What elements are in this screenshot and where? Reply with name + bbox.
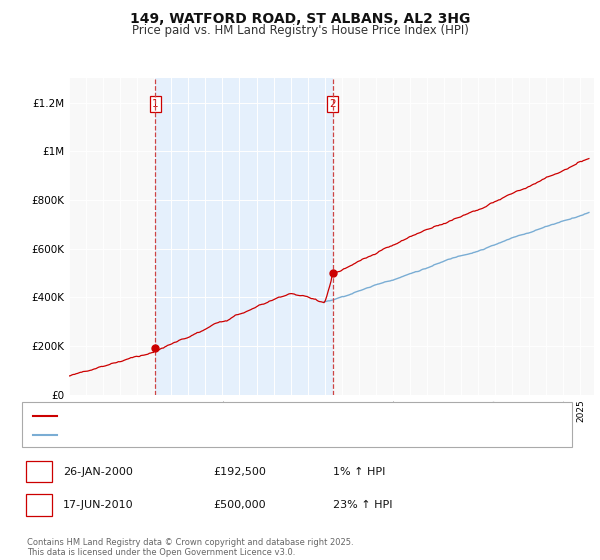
Text: 149, WATFORD ROAD, ST ALBANS, AL2 3HG: 149, WATFORD ROAD, ST ALBANS, AL2 3HG <box>130 12 470 26</box>
Text: £500,000: £500,000 <box>213 500 266 510</box>
Text: £192,500: £192,500 <box>213 466 266 477</box>
Bar <box>155 78 332 395</box>
Text: 1: 1 <box>152 99 159 109</box>
Text: HPI: Average price, semi-detached house, St Albans: HPI: Average price, semi-detached house,… <box>63 430 317 440</box>
Text: Price paid vs. HM Land Registry's House Price Index (HPI): Price paid vs. HM Land Registry's House … <box>131 24 469 36</box>
Text: 17-JUN-2010: 17-JUN-2010 <box>63 500 134 510</box>
Text: 26-JAN-2000: 26-JAN-2000 <box>63 466 133 477</box>
Text: Contains HM Land Registry data © Crown copyright and database right 2025.
This d: Contains HM Land Registry data © Crown c… <box>27 538 353 557</box>
Text: 1% ↑ HPI: 1% ↑ HPI <box>333 466 385 477</box>
Text: 2: 2 <box>329 99 336 109</box>
Text: 149, WATFORD ROAD, ST ALBANS, AL2 3HG (semi-detached house): 149, WATFORD ROAD, ST ALBANS, AL2 3HG (s… <box>63 411 393 421</box>
Text: 23% ↑ HPI: 23% ↑ HPI <box>333 500 392 510</box>
Text: 2: 2 <box>35 500 43 510</box>
Text: 1: 1 <box>35 466 43 477</box>
